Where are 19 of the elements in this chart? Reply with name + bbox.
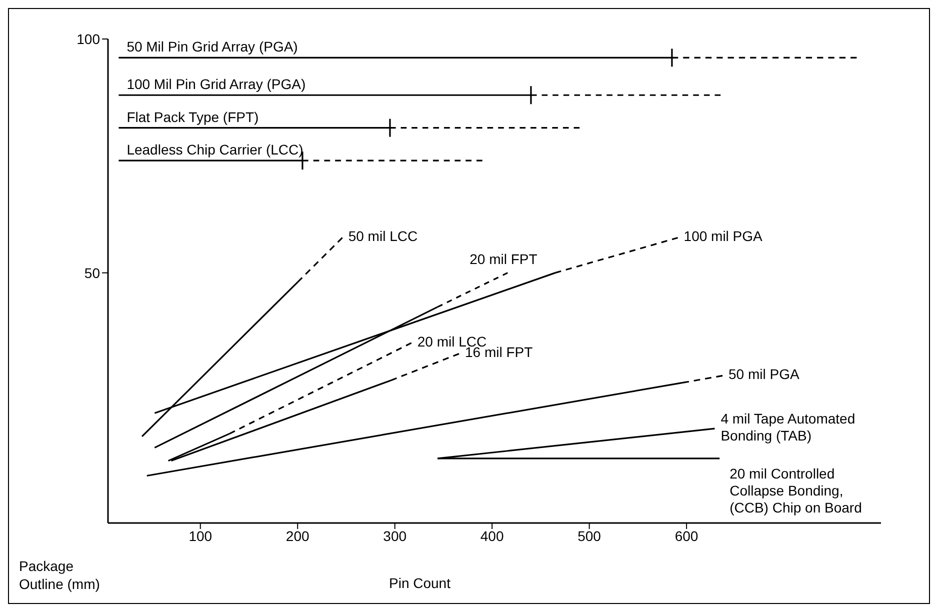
series-label: 4 mil Tape Automated Bonding (TAB) (720, 410, 856, 444)
x-tick-label: 400 (480, 528, 504, 544)
series-label: 50 mil PGA (728, 366, 800, 382)
legend-label: 50 Mil Pin Grid Array (PGA) (126, 38, 298, 55)
series-label: 20 mil Controlled Collapse Bonding, (CCB) Chip on Board (730, 465, 862, 516)
series-label: Leadless Chip Carrier (LCC) (126, 142, 304, 158)
y-axis-title: Package Outline (mm) (19, 557, 101, 593)
series-label: 50 mil LCC (348, 228, 418, 244)
x-tick-label: 300 (383, 528, 407, 544)
x-axis-title: Pin Count (389, 575, 450, 591)
series-label: Flat Pack Type (FPT) (126, 108, 259, 125)
series-label: 20 mil FPT (470, 250, 538, 267)
x-tick-label: 600 (674, 528, 698, 544)
x-tick-label: 200 (286, 528, 310, 544)
y-tick-label: 50 (84, 264, 100, 281)
series-label: 100 mil PGA (684, 228, 764, 244)
x-tick-label: 100 (188, 528, 212, 544)
series-label: 100 Mil Pin Grid Array (PGA) (126, 76, 306, 92)
x-tick-label: 500 (578, 528, 602, 544)
